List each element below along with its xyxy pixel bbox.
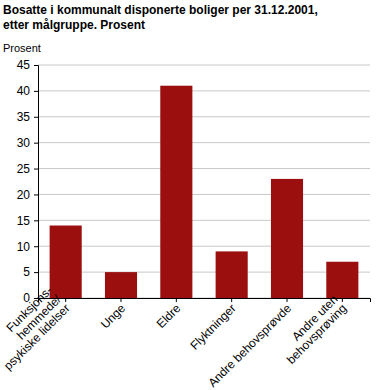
chart: Bosatte i kommunalt disponerte boliger p… (0, 0, 378, 390)
y-tick: 25 (17, 162, 38, 176)
y-tick-mark (34, 169, 38, 170)
x-tick: Andre behovsprøvde (205, 298, 294, 390)
y-tick-label: 5 (23, 265, 30, 279)
y-tick-mark (34, 246, 38, 247)
y-tick-mark (34, 272, 38, 273)
y-tick: 45 (17, 58, 38, 72)
y-tick: 40 (17, 84, 38, 98)
y-tick-mark (34, 194, 38, 195)
x-tick-label-line: Flyktninger (187, 301, 238, 352)
x-tick-label-line: Andre behovsprøvde (205, 301, 294, 390)
x-tick-label: Andre utenbehovsprøving (275, 292, 349, 366)
grid (38, 65, 370, 298)
bar (326, 262, 358, 298)
grid-line (38, 220, 370, 221)
y-tick: 20 (17, 188, 38, 202)
bar (216, 251, 248, 298)
y-axis-title: Prosent (3, 42, 41, 54)
x-tick-label-line: Unge (98, 301, 128, 331)
y-tick-label: 15 (17, 214, 31, 228)
x-tick-mark (121, 298, 122, 302)
x-tick: Andre utenbehovsprøving (275, 292, 349, 366)
grid-line (38, 246, 370, 247)
grid-line (38, 142, 370, 143)
y-axis-line (34, 66, 39, 299)
y-tick-label: 35 (17, 110, 31, 124)
y-axis: 051015202530354045 (17, 58, 39, 305)
y-tick: 5 (23, 265, 38, 279)
title-line: Bosatte i kommunalt disponerte boliger p… (3, 3, 318, 17)
y-tick-label: 40 (17, 84, 31, 98)
x-tick-label: Andre behovsprøvde (205, 301, 294, 390)
x-tick-label: Funksjons-hemmede/psykiske lidelser (0, 283, 73, 373)
y-tick-label: 25 (17, 162, 31, 176)
y-tick-label: 20 (17, 188, 31, 202)
y-tick-mark (34, 143, 38, 144)
y-tick: 10 (17, 240, 38, 254)
x-tick-mark (176, 298, 177, 302)
bar (105, 272, 137, 298)
x-tick-mark (65, 298, 66, 302)
y-tick-mark (34, 117, 38, 118)
grid-line (38, 194, 370, 195)
y-tick-mark (34, 91, 38, 92)
grid-line (38, 90, 370, 91)
x-tick: Unge (98, 298, 128, 331)
x-tick-mark (287, 298, 288, 302)
grid-line (38, 65, 370, 66)
x-tick-label-line: behovsprøving (284, 301, 350, 367)
y-tick-label: 30 (17, 136, 31, 150)
bar (50, 226, 82, 298)
bars (50, 86, 359, 298)
x-tick-mark (342, 298, 343, 302)
y-tick-label: 45 (17, 58, 31, 72)
y-tick: 35 (17, 110, 38, 124)
y-tick-mark (34, 65, 38, 66)
x-tick-label: Unge (98, 301, 128, 331)
grid-line (38, 116, 370, 117)
plot: 051015202530354045Funksjons-hemmede/psyk… (0, 58, 370, 390)
x-tick: Funksjons-hemmede/psykiske lidelser (0, 283, 73, 373)
grid-line (38, 168, 370, 169)
x-tick: Flyktninger (187, 298, 238, 353)
bar (271, 179, 303, 298)
y-tick: 30 (17, 136, 38, 150)
bar (160, 86, 192, 298)
y-tick-mark (34, 220, 38, 221)
y-tick-label: 10 (17, 240, 31, 254)
x-tick-label: Eldre (154, 301, 184, 331)
y-tick: 15 (17, 214, 38, 228)
x-tick-label-line: Eldre (154, 301, 184, 331)
title-line: etter målgruppe. Prosent (3, 18, 145, 32)
x-tick-label: Flyktninger (187, 301, 238, 352)
x-tick: Eldre (154, 298, 184, 331)
x-axis: Funksjons-hemmede/psykiske lidelser Unge E… (0, 283, 370, 390)
x-tick-mark (231, 298, 232, 302)
grid-line (38, 272, 370, 273)
title: Bosatte i kommunalt disponerte boliger p… (3, 3, 318, 32)
x-tick-label-line: psykiske lidelser (1, 301, 73, 373)
